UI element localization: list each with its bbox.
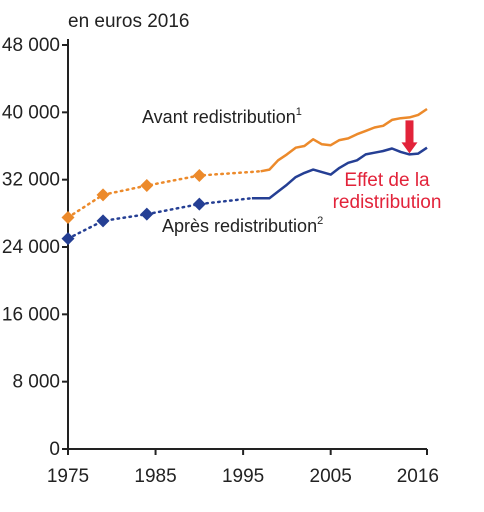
series-before-marker bbox=[192, 168, 206, 182]
series-after-line bbox=[251, 146, 428, 200]
series-before-marker bbox=[61, 211, 75, 225]
y-tick-label: 8 000 bbox=[12, 372, 60, 393]
y-tick-label: 40 000 bbox=[2, 102, 60, 123]
x-tick-label: 1985 bbox=[134, 466, 176, 487]
series-after-marker bbox=[96, 214, 110, 228]
series-after-marker bbox=[192, 197, 206, 211]
y-tick-label: 48 000 bbox=[2, 35, 60, 56]
series-label-before: Avant redistribution1 bbox=[142, 106, 302, 127]
y-tick-label: 16 000 bbox=[2, 304, 60, 325]
series-before-marker bbox=[96, 188, 110, 202]
series-before-line bbox=[260, 107, 428, 173]
series-after-marker bbox=[61, 232, 75, 246]
x-tick-label: 1975 bbox=[47, 466, 89, 487]
x-tick-label: 2016 bbox=[397, 466, 439, 487]
y-tick-label: 24 000 bbox=[2, 237, 60, 258]
x-tick-label: 2005 bbox=[310, 466, 352, 487]
annotation-line-2: redistribution bbox=[333, 192, 442, 213]
series-after-marker bbox=[140, 207, 154, 221]
annotation-line-1: Effet de la bbox=[344, 170, 430, 191]
plot-area: 0 8 000 16 000 24 000 32 000 40 000 48 000 1975… bbox=[2, 35, 439, 487]
x-tick-label: 1995 bbox=[222, 466, 264, 487]
y-tick-label: 0 bbox=[49, 439, 60, 460]
series-before-marker bbox=[140, 179, 154, 193]
y-tick-label: 32 000 bbox=[2, 170, 60, 191]
unit-label: en euros 2016 bbox=[68, 11, 190, 32]
redistribution-arrow bbox=[401, 120, 418, 154]
series-label-after: Après redistribution2 bbox=[162, 215, 323, 236]
